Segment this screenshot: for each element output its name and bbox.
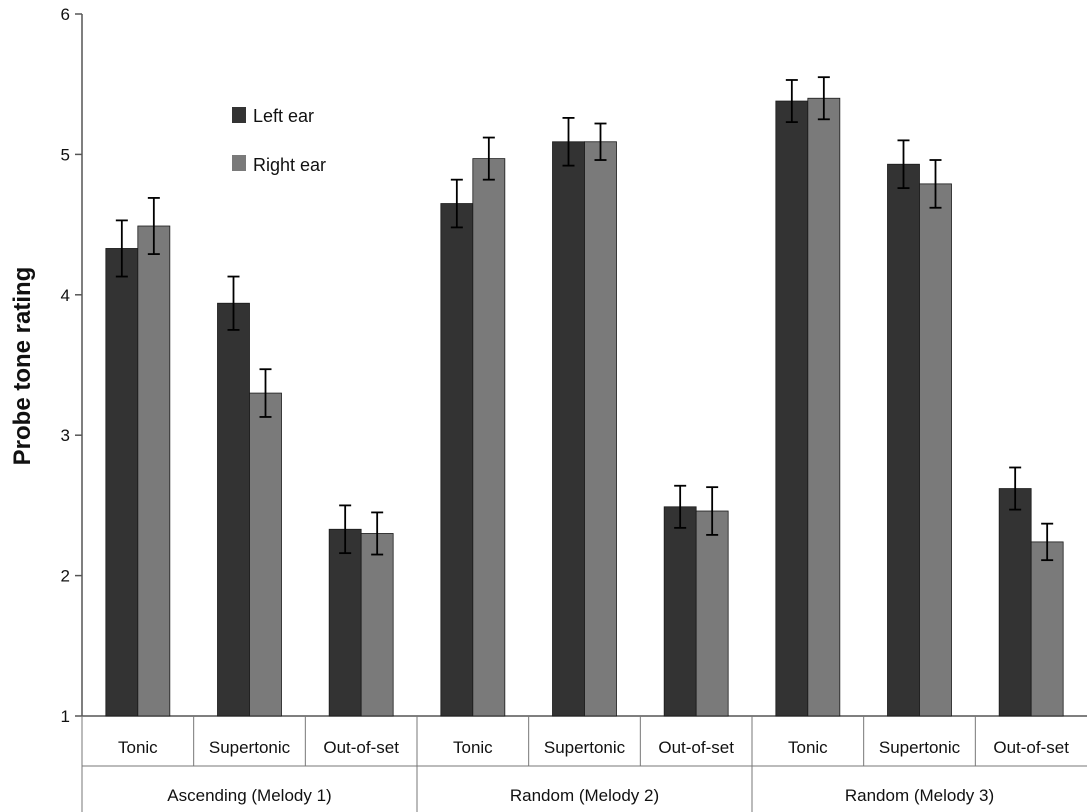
legend-label-left-ear: Left ear — [253, 106, 314, 126]
bar-right-ear-1 — [137, 225, 171, 717]
x-category-label-out-of-set: Out-of-set — [993, 738, 1069, 757]
axis-labels: 1 2 3 4 5 6 Tonic Supertonic Out-of-set Ascending… — [61, 5, 1070, 805]
legend: Left ear Right ear — [232, 106, 326, 175]
x-category-label-supertonic: Supertonic — [879, 738, 961, 757]
x-category-label-supertonic: Supertonic — [544, 738, 626, 757]
bar-left-ear-3 — [328, 528, 362, 717]
bar-left-ear-8 — [887, 163, 920, 717]
bar-right-ear-7 — [807, 97, 841, 717]
x-category-label-out-of-set: Out-of-set — [658, 738, 734, 757]
bars — [105, 97, 1064, 717]
legend-swatch-right-ear — [232, 155, 246, 171]
y-tick-label: 5 — [61, 145, 70, 164]
y-tick-label: 1 — [61, 707, 70, 726]
y-tick-label: 4 — [61, 286, 70, 305]
y-axis-title: Probe tone rating — [9, 267, 36, 466]
y-tick-label: 2 — [61, 567, 70, 586]
bar-left-ear-5 — [552, 141, 585, 717]
bar-right-ear-8 — [919, 183, 952, 717]
legend-swatch-left-ear — [232, 107, 246, 123]
x-category-label-tonic: Tonic — [788, 738, 828, 757]
x-group-label-ascending-melody-1: Ascending (Melody 1) — [167, 786, 331, 805]
bar-right-ear-9 — [1030, 541, 1064, 717]
error-bars — [115, 76, 1054, 562]
x-group-label-random-melody-2: Random (Melody 2) — [510, 786, 659, 805]
bar-left-ear-9 — [998, 488, 1032, 717]
bar-right-ear-3 — [360, 533, 394, 717]
bar-right-ear-4 — [472, 158, 506, 717]
x-category-label-tonic: Tonic — [453, 738, 493, 757]
bar-left-ear-4 — [440, 203, 474, 717]
bar-right-ear-5 — [584, 141, 617, 717]
bar-right-ear-2 — [249, 392, 282, 717]
x-category-label-tonic: Tonic — [118, 738, 158, 757]
y-tick-label: 3 — [61, 426, 70, 445]
legend-label-right-ear: Right ear — [253, 155, 326, 175]
bar-left-ear-2 — [217, 302, 250, 717]
bar-left-ear-6 — [663, 506, 697, 717]
bar-left-ear-1 — [105, 248, 139, 717]
y-tick-label: 6 — [61, 5, 70, 24]
bar-left-ear-7 — [775, 100, 809, 717]
bar-right-ear-6 — [695, 510, 729, 717]
x-group-label-random-melody-3: Random (Melody 3) — [845, 786, 994, 805]
x-category-label-supertonic: Supertonic — [209, 738, 291, 757]
x-category-label-out-of-set: Out-of-set — [323, 738, 399, 757]
